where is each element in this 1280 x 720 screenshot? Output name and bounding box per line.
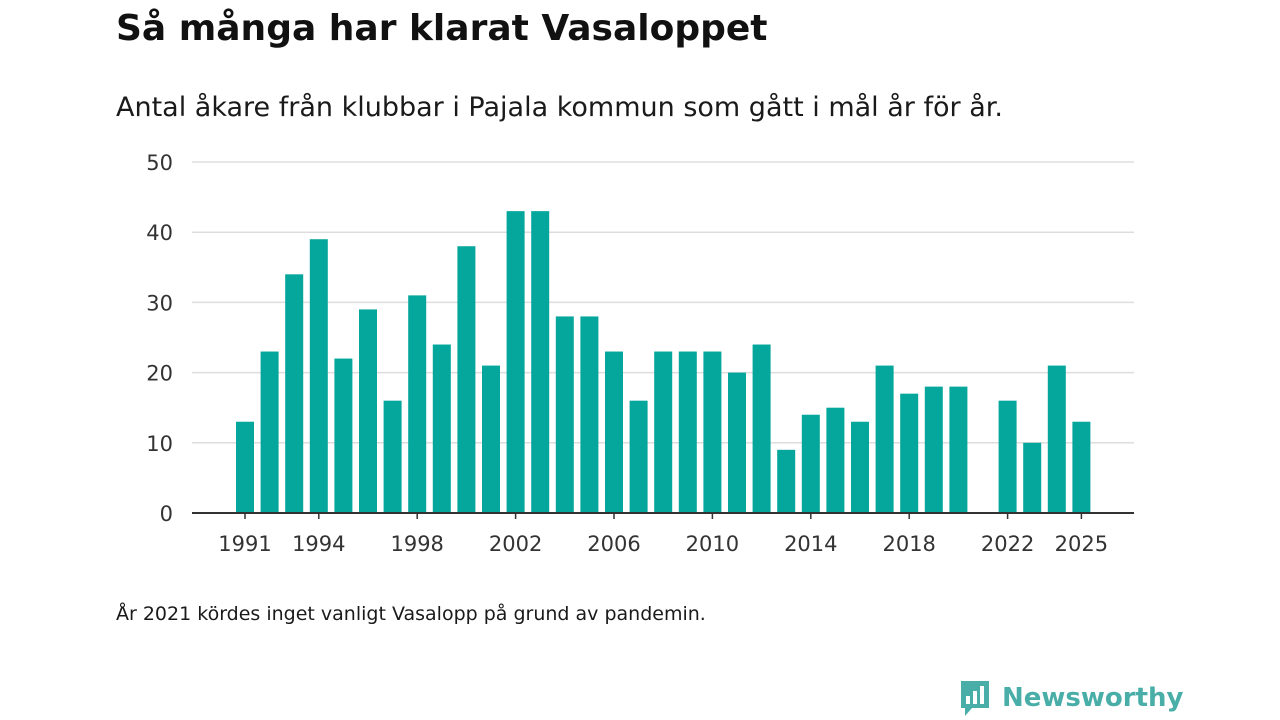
bar-2025 (1072, 421, 1091, 513)
bar-2006 (605, 351, 623, 513)
bar-1997 (383, 400, 402, 513)
bar-2007 (629, 400, 648, 513)
bar-1994 (309, 239, 328, 513)
bar-1993 (285, 274, 304, 513)
y-tick-label: 30 (146, 291, 173, 315)
bar-2017 (875, 365, 894, 513)
bar-2018 (900, 393, 919, 513)
y-tick-label: 50 (146, 151, 173, 175)
bar-2016 (851, 421, 869, 513)
x-tick-label: 2010 (686, 532, 739, 556)
bar-2009 (678, 351, 697, 513)
bar-1999 (432, 344, 451, 513)
x-tick-label: 2018 (882, 532, 935, 556)
bar-2023 (1023, 442, 1042, 513)
x-tick-label: 1991 (218, 532, 271, 556)
bar-2020 (949, 386, 968, 513)
bar-2001 (482, 365, 500, 513)
bar-2010 (703, 351, 722, 513)
x-tick-label: 2025 (1055, 532, 1108, 556)
x-tick-label: 1994 (292, 532, 345, 556)
y-tick-label: 0 (160, 502, 173, 526)
bar-1991 (236, 421, 254, 513)
bar-chart: 0 10 20 30 40 50 1991 1994 1998 2002 2006 2010 2014 2… (146, 151, 1134, 556)
x-tick-label: 1998 (390, 532, 443, 556)
x-tick-label: 2022 (981, 532, 1034, 556)
chart-subtitle: Antal åkare från klubbar i Pajala kommun… (116, 92, 1003, 123)
bar-2011 (728, 372, 746, 513)
bar-2008 (654, 351, 673, 513)
bar-2024 (1047, 365, 1066, 513)
axes: 0 10 20 30 40 50 1991 1994 1998 2002 2006 2010 2014 2… (146, 151, 1134, 556)
x-tick-label: 2014 (784, 532, 837, 556)
bar-2003 (531, 211, 550, 513)
bar-2019 (924, 386, 943, 513)
chart-title: Så många har klarat Vasaloppet (116, 8, 768, 49)
bar-2013 (777, 449, 796, 513)
newsworthy-logo-icon (961, 681, 989, 716)
bar-2005 (580, 316, 599, 513)
bar-2015 (826, 407, 845, 513)
bar-2002 (506, 211, 525, 513)
brand-name: Newsworthy (1002, 683, 1184, 713)
bar-1998 (408, 295, 427, 513)
x-tick-label: 2002 (489, 532, 542, 556)
y-tick-label: 40 (146, 221, 173, 245)
bar-2022 (998, 400, 1017, 513)
brand-logo: Newsworthy (958, 678, 1183, 718)
footnote: År 2021 kördes inget vanligt Vasalopp på… (116, 603, 706, 625)
bars (236, 211, 1091, 514)
bar-2012 (752, 344, 771, 513)
x-tick-label: 2006 (587, 532, 640, 556)
bar-1995 (334, 358, 353, 513)
bar-2000 (457, 246, 476, 514)
y-tick-label: 20 (146, 362, 173, 386)
bar-2014 (801, 414, 820, 513)
y-tick-label: 10 (146, 432, 173, 456)
bar-2004 (555, 316, 574, 513)
bar-1996 (359, 309, 377, 513)
bar-1992 (260, 351, 279, 513)
